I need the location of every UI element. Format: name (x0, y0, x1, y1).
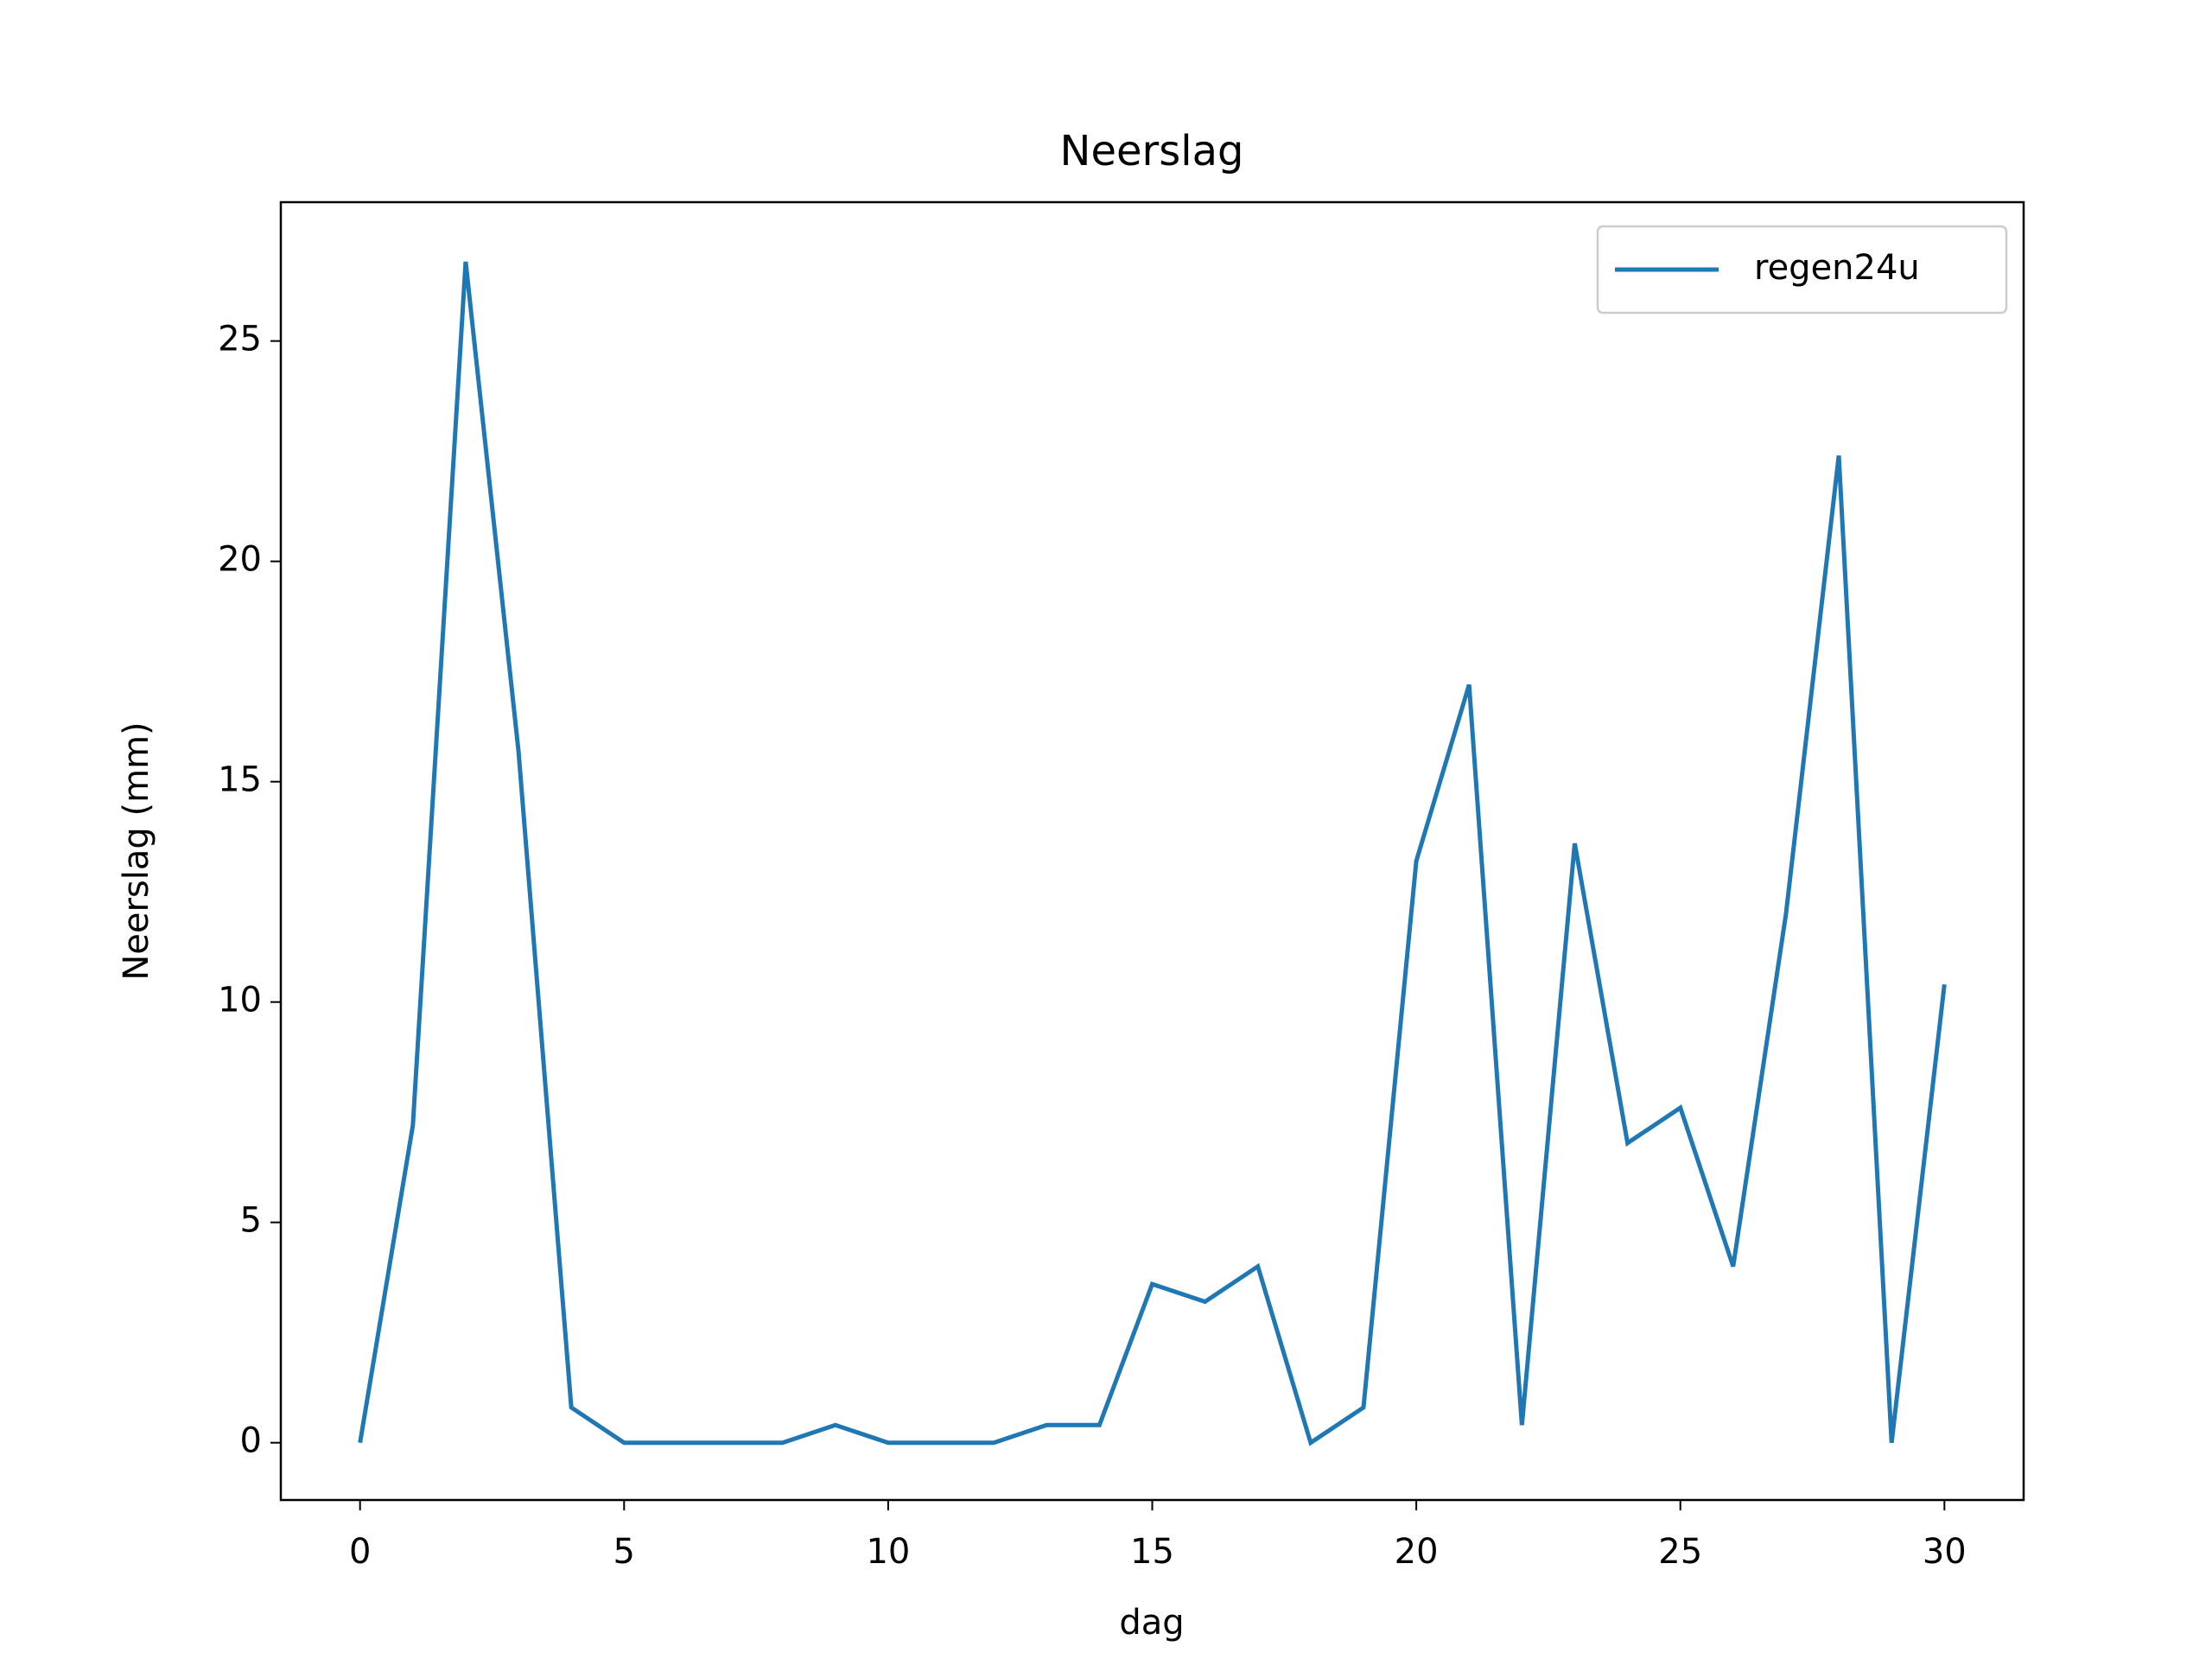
legend-frame (1596, 225, 2008, 315)
x-tick-label: 15 (1130, 1532, 1174, 1572)
data-line (358, 261, 1947, 1446)
y-tick-label: 20 (218, 540, 262, 580)
x-axis-label: dag (1119, 1603, 1184, 1643)
x-tick-label: 0 (349, 1532, 371, 1572)
y-tick-label: 10 (218, 981, 262, 1020)
x-tick-label: 20 (1395, 1532, 1439, 1572)
chart-title: Neerslag (1060, 127, 1244, 175)
x-tick-label: 10 (866, 1532, 910, 1572)
x-tick-label: 30 (1923, 1532, 1967, 1572)
legend-label: regen24u (1754, 248, 1920, 288)
y-tick-label: 5 (240, 1201, 262, 1241)
plot-frame (279, 200, 2025, 1502)
x-tick-label: 5 (613, 1532, 635, 1572)
y-tick-label: 0 (240, 1421, 262, 1461)
y-tick-label: 15 (218, 760, 262, 800)
x-tick-label: 25 (1658, 1532, 1702, 1572)
y-axis-label: Neerslag (mm) (117, 721, 156, 980)
legend: regen24u (1596, 225, 2008, 315)
y-tick-label: 25 (218, 320, 262, 359)
